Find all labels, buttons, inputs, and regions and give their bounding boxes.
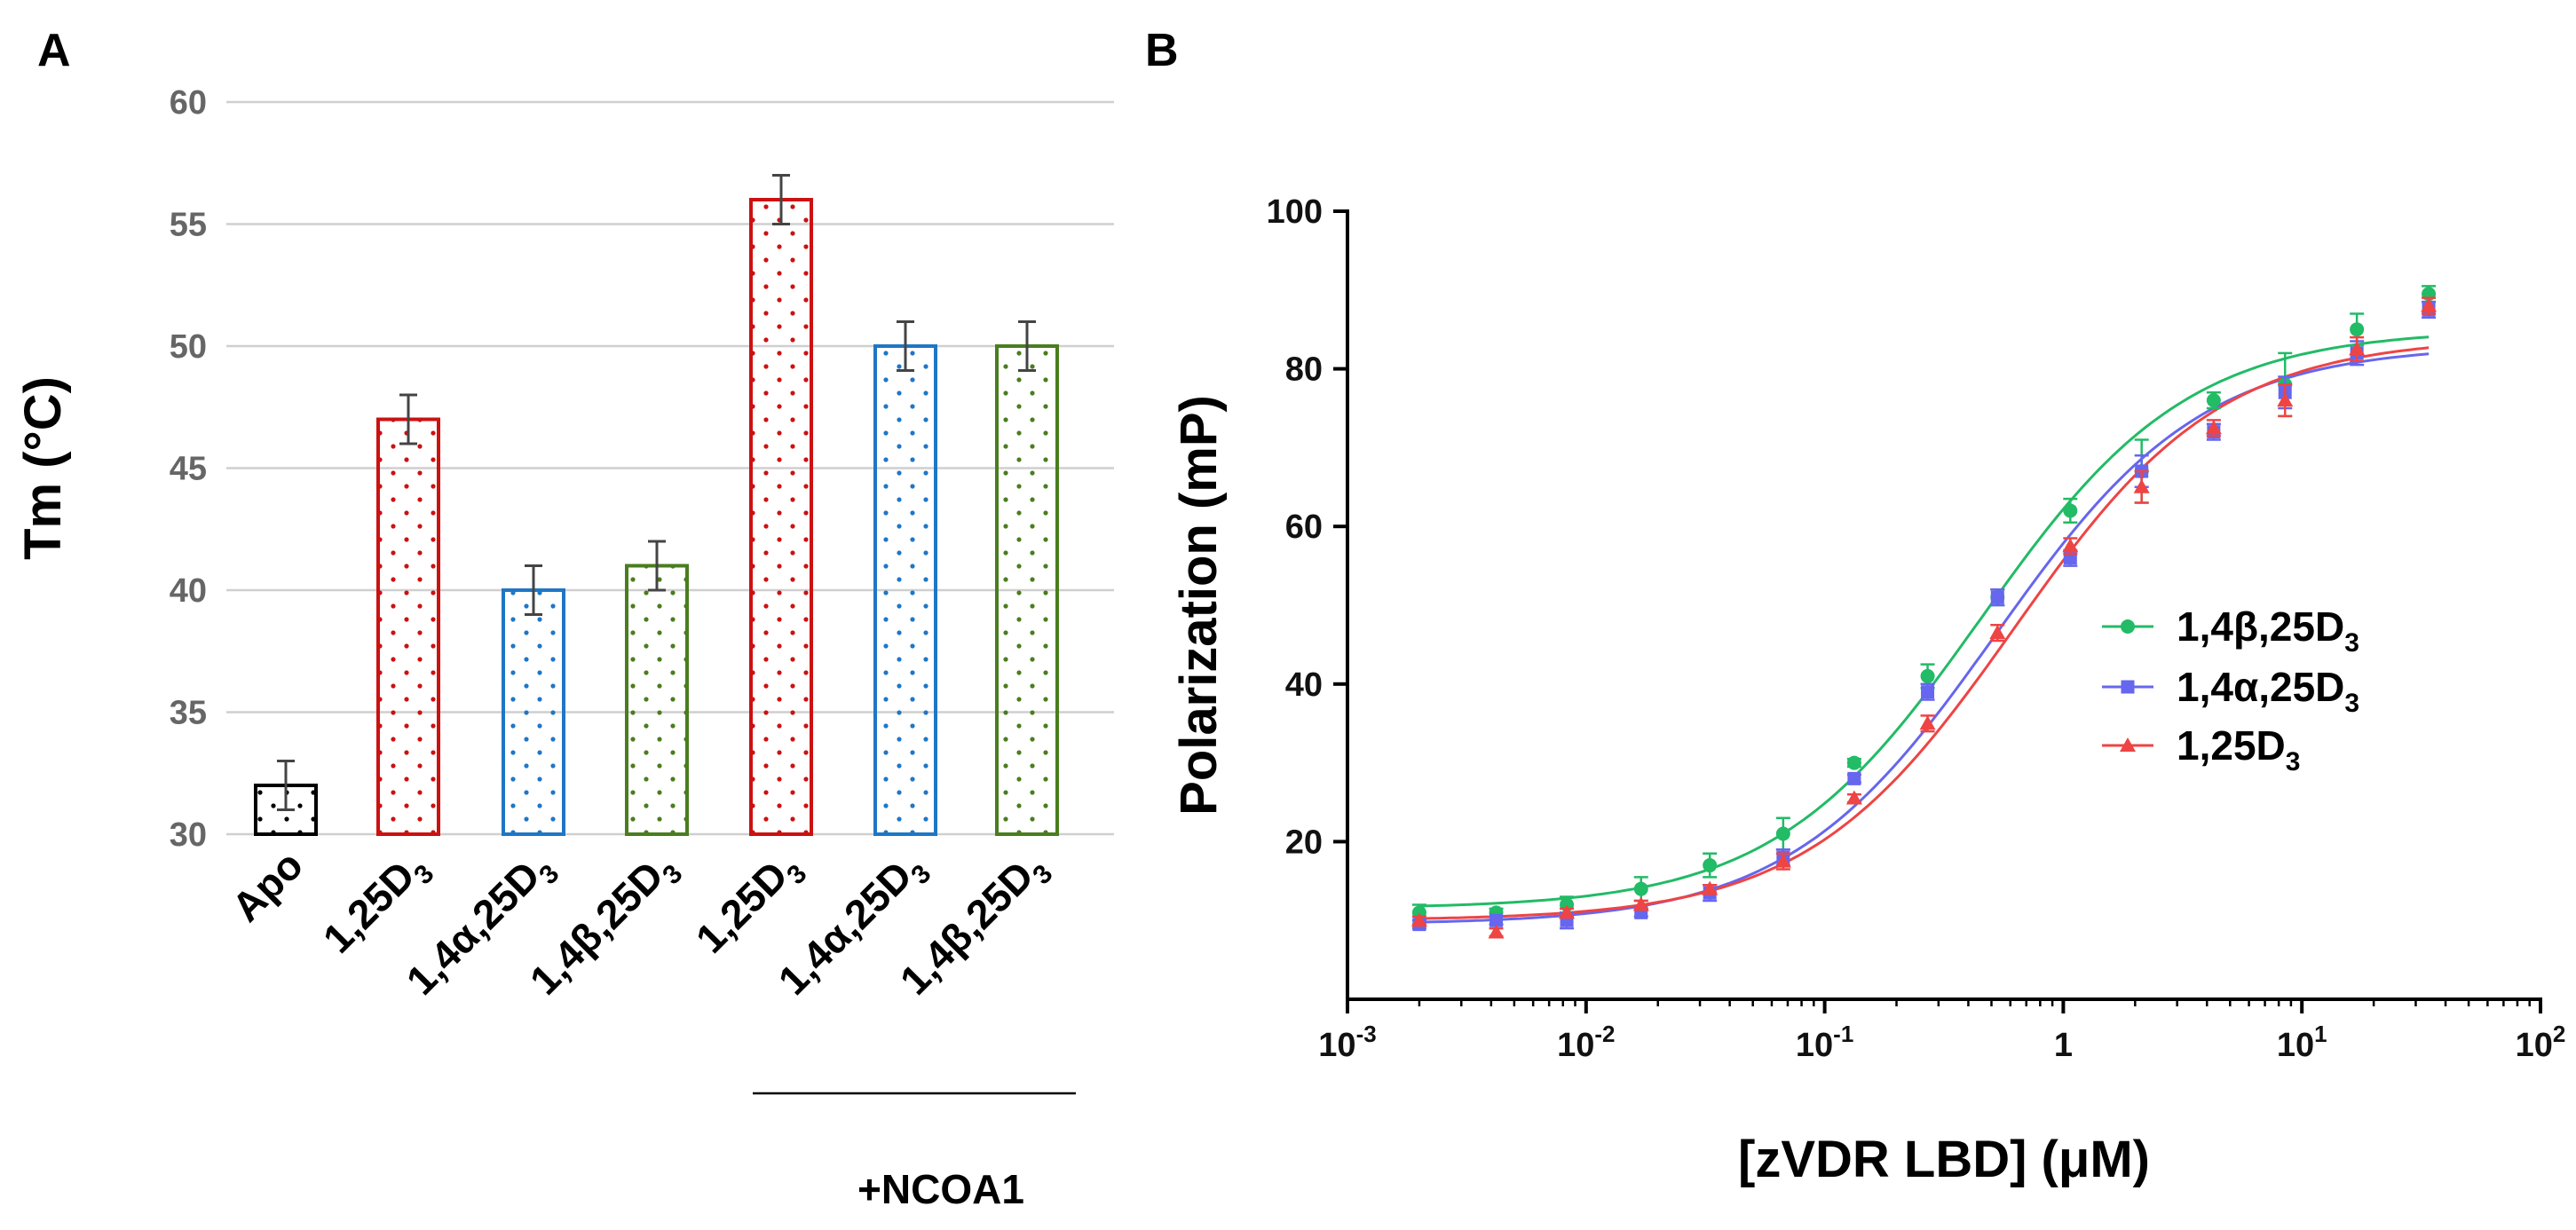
panel-b-data-points (1410, 285, 2438, 939)
data-point (2121, 619, 2135, 634)
y-tick-label: 60 (170, 84, 207, 122)
y-tick-label: 55 (170, 207, 207, 244)
data-point (1559, 904, 1576, 919)
panel-a-y-ticks: 30 35 40 45 50 55 60 (170, 84, 207, 854)
data-point (1847, 771, 1861, 785)
category-label: Apo (223, 841, 312, 930)
data-point (2121, 680, 2135, 694)
y-tick-label: 40 (170, 572, 207, 610)
data-point (1989, 625, 2006, 640)
panel-a-bar-chart: A 30 35 40 45 50 55 60 Tm (°C) Apo 1,25D31,4α,2… (14, 25, 1114, 1212)
x-tick-label: 101 (2277, 1021, 2327, 1064)
panel-a-category-labels: Apo 1,25D31,4α,25D31,4β,25D31,25D31,4α,25… (223, 841, 1058, 1003)
data-point (1921, 685, 1935, 699)
panel-a-y-axis-title: Tm (°C) (14, 376, 72, 560)
data-point (2421, 297, 2438, 312)
data-point (1702, 880, 1719, 895)
data-point (2277, 392, 2294, 407)
data-point (2120, 737, 2136, 752)
panel-b-y-axis-title: Polarization (mP) (1170, 395, 1228, 816)
data-point (1489, 913, 1504, 927)
y-tick-label: 30 (170, 816, 207, 854)
data-point (1633, 881, 1648, 896)
y-tick-label: 35 (170, 695, 207, 732)
data-point (1845, 790, 1862, 805)
data-point (1920, 668, 1935, 683)
panel-b-x-ticks: 10-3 10-2 10-1 1 101 102 (1318, 999, 2565, 1064)
y-tick-label: 50 (170, 328, 207, 366)
panel-b-binding-curve: B 20 40 60 80 100 10-3 10-2 10-1 1 101 102 Polari… (1145, 25, 2565, 1188)
panel-b-y-ticks: 20 40 60 80 100 (1267, 193, 1347, 861)
bar (995, 344, 1059, 836)
x-tick-label: 1 (2054, 1027, 2073, 1064)
bar (376, 417, 440, 836)
data-point (2062, 538, 2079, 553)
bar (502, 588, 565, 836)
panel-b-x-axis-title: [zVDR LBD] (μM) (1738, 1131, 2150, 1188)
y-tick-label: 100 (1267, 193, 1323, 231)
legend-entry: 1,4α,25D3 (2177, 664, 2359, 718)
data-point (2206, 393, 2221, 408)
data-point (2350, 322, 2365, 337)
bar (749, 198, 813, 836)
data-point (2133, 478, 2150, 493)
y-tick-label: 80 (1285, 351, 1323, 389)
legend-entry: 1,25D3 (2177, 722, 2300, 777)
bar (873, 344, 937, 836)
panel-b-axes (1346, 209, 2542, 1001)
data-point (2063, 503, 2078, 518)
fit-curve-triangle (1418, 346, 2430, 920)
x-tick-label: 10-2 (1557, 1021, 1615, 1064)
data-point (1488, 924, 1505, 939)
data-point (1632, 896, 1649, 911)
panel-a-label: A (37, 25, 71, 76)
x-tick-label: 10-1 (1796, 1021, 1853, 1064)
data-point (1703, 858, 1718, 873)
data-point (1775, 826, 1790, 841)
legend-entry: 1,4β,25D3 (2177, 603, 2359, 658)
ncoa1-group-label: +NCOA1 (857, 1166, 1024, 1212)
bar (625, 564, 689, 836)
data-point (1846, 755, 1861, 770)
y-tick-label: 60 (1285, 509, 1323, 546)
data-point (1919, 715, 1936, 730)
y-tick-label: 45 (170, 451, 207, 488)
data-point (2205, 420, 2222, 435)
x-tick-label: 10-3 (1318, 1021, 1376, 1064)
data-point (1410, 912, 1427, 927)
y-tick-label: 40 (1285, 666, 1323, 704)
x-tick-label: 102 (2516, 1021, 2566, 1064)
panel-a-bars (254, 174, 1059, 836)
data-point (1990, 590, 2004, 604)
data-point (1774, 853, 1791, 868)
panel-b-label: B (1145, 25, 1179, 76)
y-tick-label: 20 (1285, 824, 1323, 861)
data-point (2349, 341, 2366, 356)
